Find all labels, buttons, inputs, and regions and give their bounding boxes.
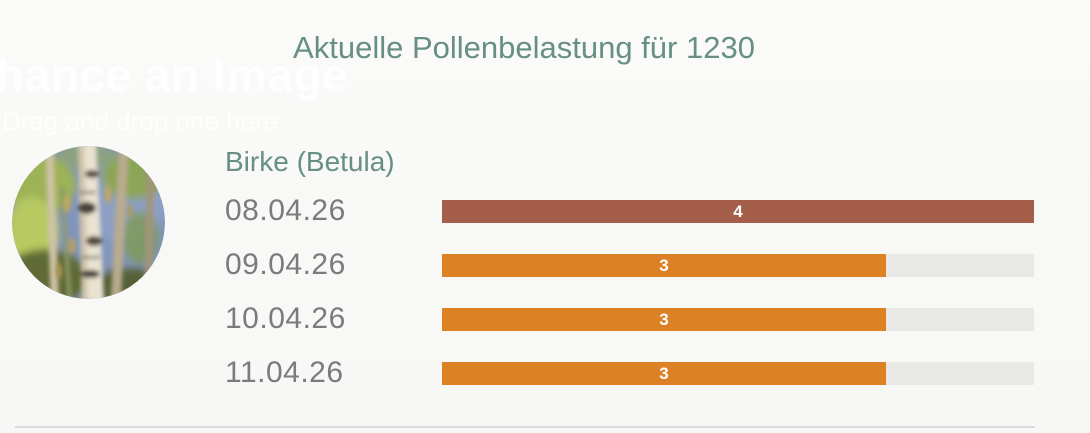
bar-track: 3: [442, 253, 1034, 277]
species-name: Birke (Betula): [225, 146, 395, 177]
bar-track: 3: [442, 307, 1034, 331]
bottom-divider: [15, 426, 1035, 428]
pollen-row: 08.04.26 4: [225, 184, 1034, 238]
bar-fill: 4: [442, 199, 1034, 223]
pollen-forecast-rows: 08.04.26 4 09.04.26 3 10.04.26 3 11.04.2…: [225, 184, 1034, 400]
bar-value: 3: [659, 309, 669, 329]
bar-track: 3: [442, 361, 1034, 385]
bar-fill: 3: [442, 361, 886, 385]
pollen-row: 10.04.26 3: [225, 292, 1034, 346]
bar-value: 3: [659, 363, 669, 383]
bar-fill: 3: [442, 253, 886, 277]
bar-fill: 3: [442, 307, 886, 331]
ghost-background-title: hance an Image: [0, 49, 349, 101]
page-title: Aktuelle Pollenbelastung für 1230: [293, 30, 755, 65]
row-date: 09.04.26: [225, 248, 346, 281]
pollen-row: 11.04.26 3: [225, 346, 1034, 400]
species-photo-birch: [12, 146, 165, 299]
row-date: 10.04.26: [225, 302, 346, 335]
row-date: 08.04.26: [225, 194, 346, 227]
bar-value: 4: [733, 201, 743, 221]
bar-value: 3: [659, 255, 669, 275]
row-date: 11.04.26: [225, 356, 344, 389]
pollen-row: 09.04.26 3: [225, 238, 1034, 292]
bar-track: 4: [442, 199, 1034, 223]
ghost-drop-zone-hint: Drag and drop one here: [2, 106, 279, 136]
birch-trees-illustration: [12, 146, 165, 299]
